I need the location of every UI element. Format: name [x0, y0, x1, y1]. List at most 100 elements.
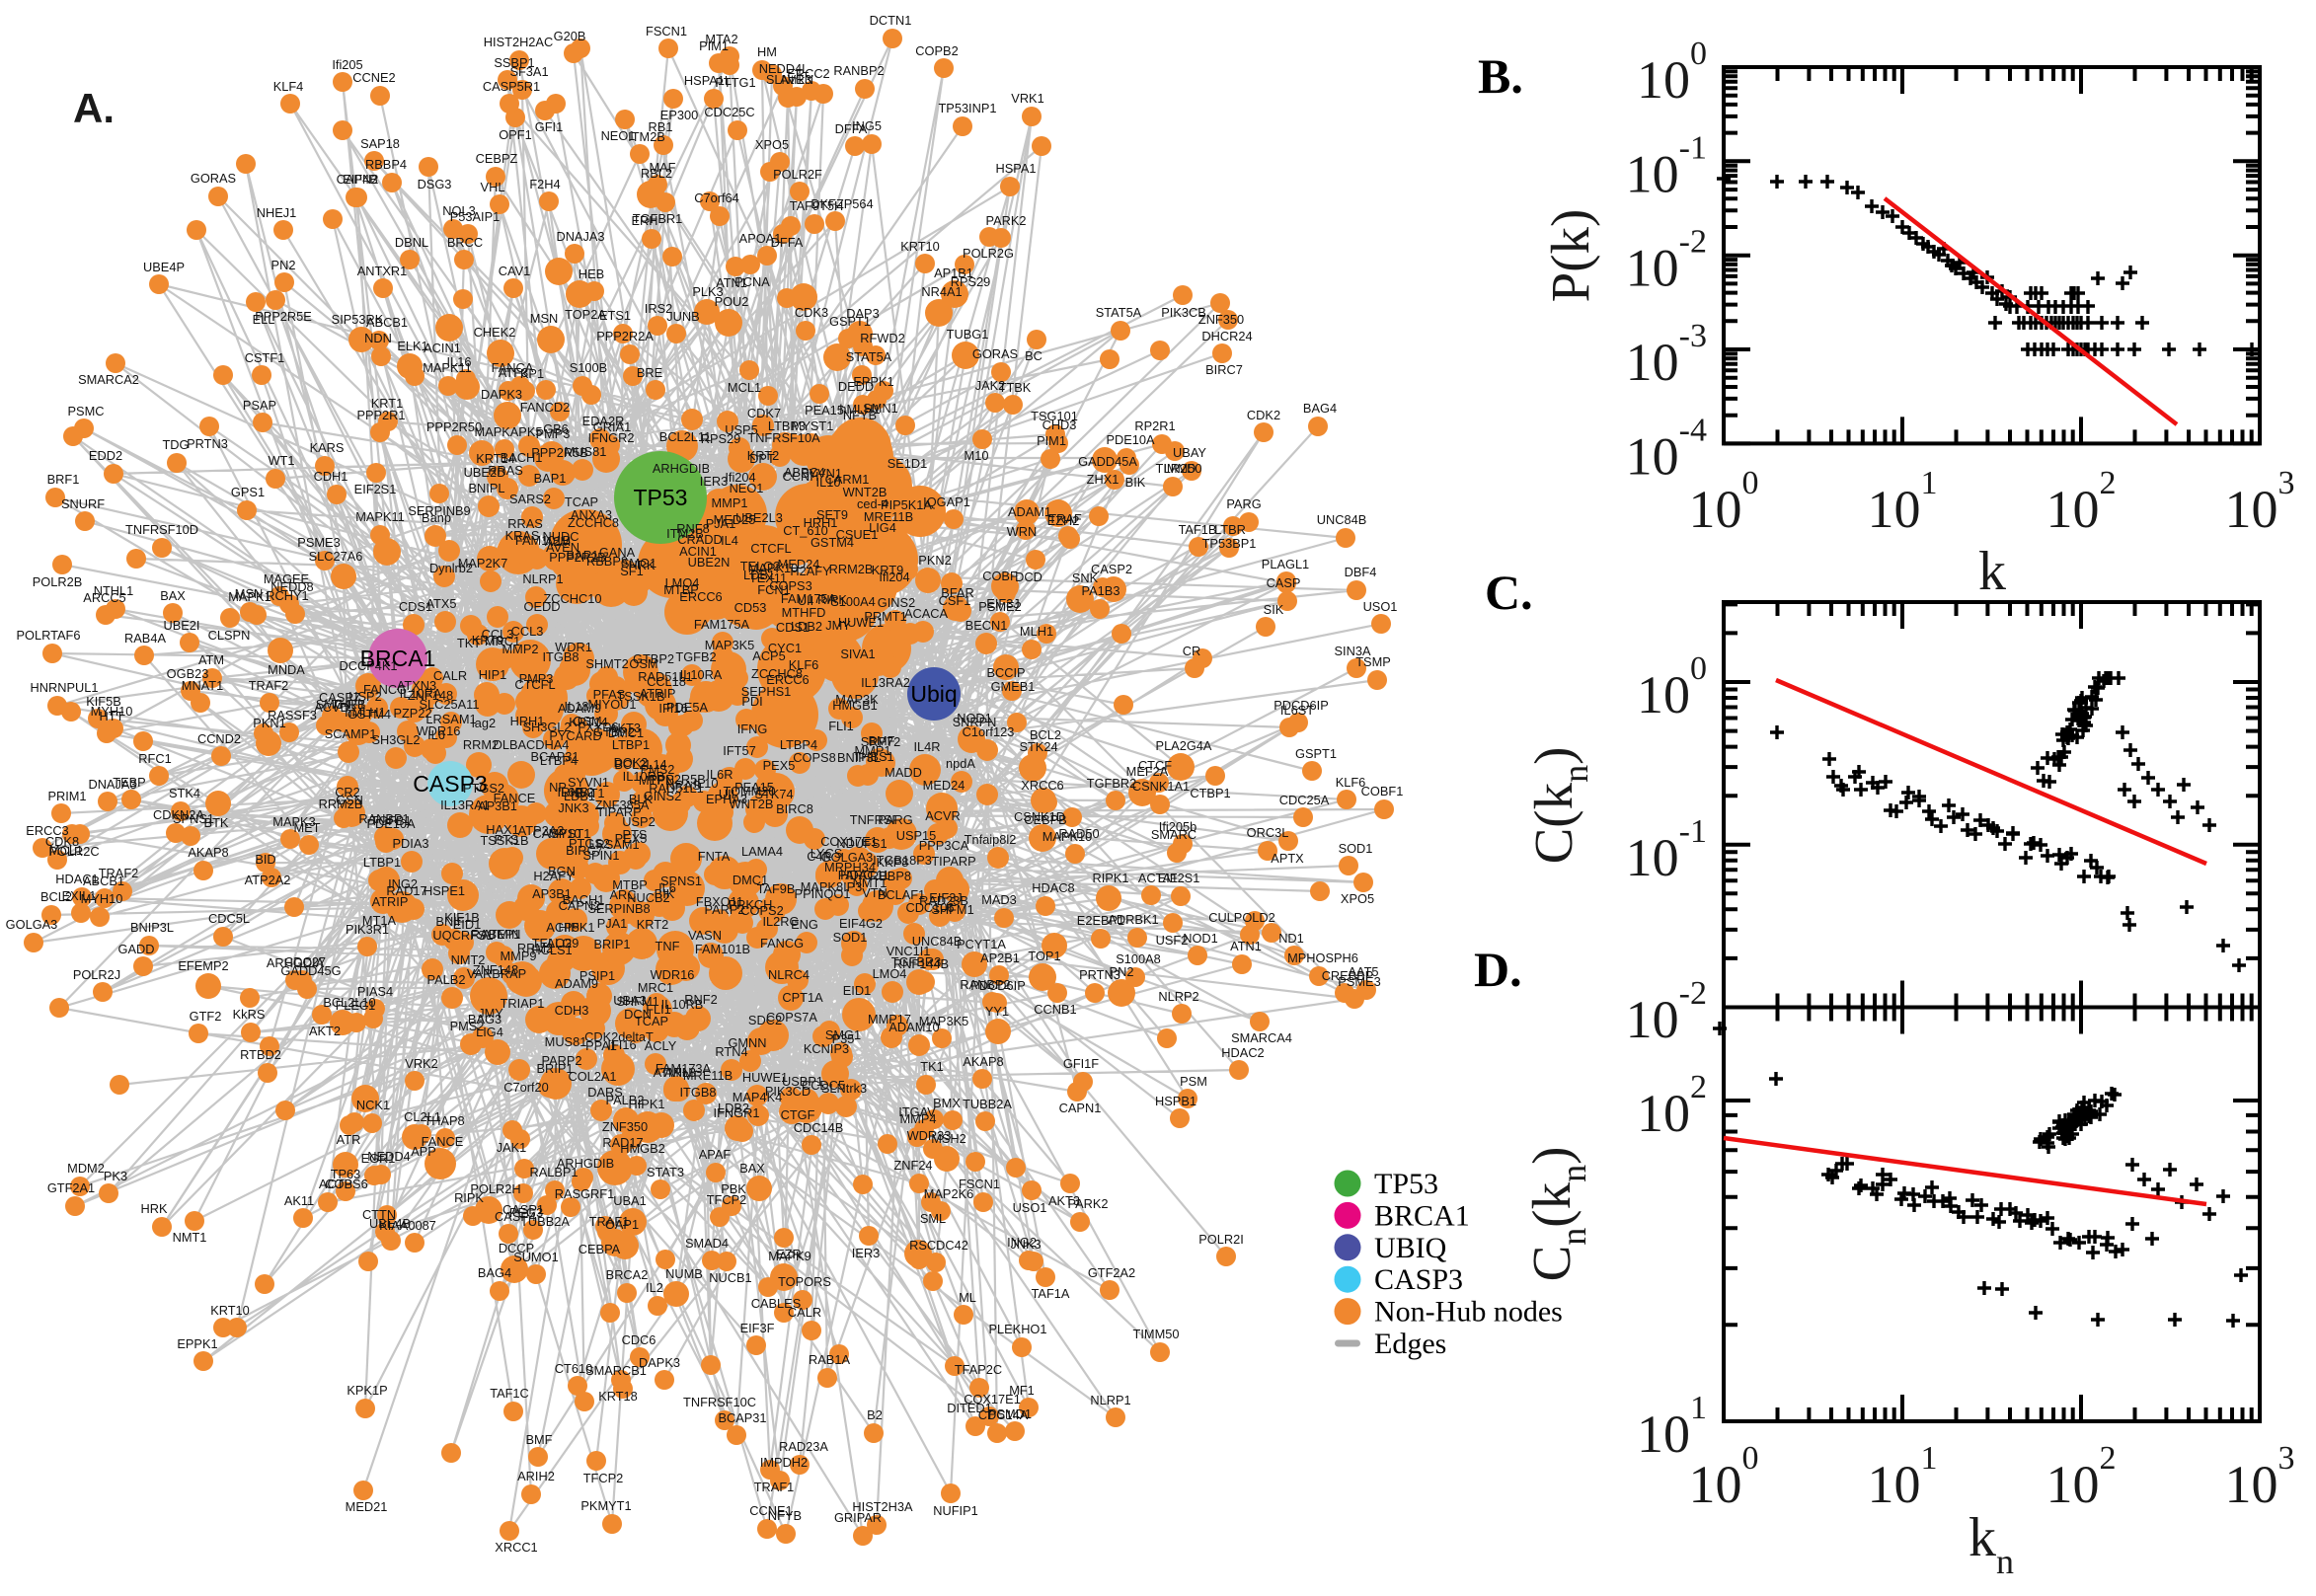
svg-text:RFC1: RFC1	[138, 751, 171, 766]
svg-text:UBE2L3: UBE2L3	[735, 510, 783, 525]
svg-text:BIK: BIK	[655, 886, 675, 901]
svg-text:UBE4P: UBE4P	[143, 260, 185, 274]
svg-text:P(k): P(k)	[1540, 209, 1600, 303]
svg-text:NUDC: NUDC	[543, 529, 579, 544]
svg-text:TIPARP: TIPARP	[596, 804, 641, 819]
svg-text:COPS2: COPS2	[740, 903, 783, 918]
svg-text:TIMM50: TIMM50	[1133, 1327, 1180, 1341]
svg-text:POLRTAF6: POLRTAF6	[17, 628, 81, 643]
svg-text:ITM2B: ITM2B	[628, 129, 665, 144]
svg-text:OAP1: OAP1	[605, 1217, 639, 1232]
svg-text:ATRIP: ATRIP	[372, 894, 409, 909]
svg-text:CDC25A: CDC25A	[1279, 793, 1330, 807]
svg-text:TAF9T5H: TAF9T5H	[790, 198, 844, 213]
svg-text:EZR: EZR	[776, 1247, 802, 1261]
svg-text:CEBPA: CEBPA	[579, 1242, 621, 1256]
svg-text:SARS2: SARS2	[509, 492, 551, 506]
svg-text:GINS2: GINS2	[878, 595, 915, 610]
svg-text:IFT57: IFT57	[723, 743, 755, 758]
svg-text:A2M: A2M	[545, 534, 571, 549]
svg-text:NEO1: NEO1	[601, 128, 636, 143]
svg-text:ZHX1: ZHX1	[1087, 472, 1119, 487]
svg-text:JNK3: JNK3	[558, 800, 588, 815]
svg-text:SMAD4: SMAD4	[685, 1236, 729, 1251]
svg-text:RANBP2: RANBP2	[960, 977, 1010, 992]
svg-text:RPS29: RPS29	[701, 431, 741, 446]
svg-text:BRCA2: BRCA2	[606, 1267, 649, 1282]
svg-text:SRP72: SRP72	[861, 734, 901, 749]
svg-text:CULPOLD2: CULPOLD2	[1208, 910, 1275, 925]
svg-text:ARL3: ARL3	[664, 1065, 696, 1080]
svg-text:GSTM4: GSTM4	[347, 707, 391, 722]
svg-text:BIRC8: BIRC8	[776, 801, 813, 816]
svg-text:GTF2A1: GTF2A1	[47, 1180, 95, 1195]
svg-text:IL6R: IL6R	[557, 785, 583, 799]
svg-text:DPT: DPT	[749, 451, 775, 466]
svg-text:ABCB1: ABCB1	[83, 874, 124, 888]
svg-text:MED25: MED25	[714, 512, 756, 527]
svg-text:SET9: SET9	[816, 507, 848, 522]
svg-text:BIRC7: BIRC7	[566, 843, 603, 858]
svg-text:GADD45A: GADD45A	[1078, 454, 1137, 469]
svg-text:LDB2: LDB2	[718, 1101, 749, 1115]
svg-text:VASN: VASN	[688, 928, 722, 943]
svg-text:GSPT1: GSPT1	[829, 314, 871, 329]
svg-text:NFYB: NFYB	[843, 408, 877, 422]
svg-text:ATN1: ATN1	[716, 275, 747, 290]
svg-text:PDE10A: PDE10A	[366, 816, 416, 831]
svg-text:ACP5: ACP5	[546, 920, 579, 935]
svg-text:NDN: NDN	[364, 331, 392, 345]
svg-text:E2EBP1: E2EBP1	[1077, 913, 1124, 928]
svg-text:JMY: JMY	[825, 618, 851, 633]
svg-text:IER3: IER3	[852, 1246, 880, 1260]
svg-text:CDH1: CDH1	[314, 469, 348, 484]
svg-text:ITGB8: ITGB8	[680, 1085, 717, 1100]
svg-text:FAM101B: FAM101B	[695, 942, 750, 956]
svg-text:PRMT1: PRMT1	[864, 609, 906, 624]
svg-text:ETS1: ETS1	[599, 308, 631, 323]
svg-text:B.: B.	[1478, 48, 1523, 104]
svg-text:SAP18: SAP18	[360, 136, 400, 151]
svg-text:HDAC11: HDAC11	[840, 868, 889, 882]
svg-text:CDC14A: CDC14A	[978, 1407, 1029, 1422]
svg-text:SHFM1: SHFM1	[931, 902, 973, 917]
svg-text:KRT18: KRT18	[598, 1389, 638, 1404]
svg-text:EID1: EID1	[453, 917, 481, 932]
svg-text:LR2D: LR2D	[1164, 461, 1197, 476]
svg-text:BRIP1: BRIP1	[537, 1061, 574, 1076]
svg-text:KLF6: KLF6	[789, 657, 819, 672]
svg-text:RRM2: RRM2	[517, 941, 553, 955]
svg-text:IL13RA2: IL13RA2	[861, 675, 910, 690]
svg-text:IFNGR2: IFNGR2	[588, 430, 635, 445]
svg-text:Non-Hub nodes: Non-Hub nodes	[1374, 1296, 1563, 1329]
svg-text:ITM2B: ITM2B	[666, 526, 704, 541]
svg-text:CTGF: CTGF	[781, 1107, 815, 1122]
svg-text:CD53: CD53	[734, 600, 767, 615]
svg-text:PTGS2: PTGS2	[569, 836, 610, 851]
svg-text:TUBB2A: TUBB2A	[520, 1214, 570, 1229]
svg-text:GOLGA3: GOLGA3	[6, 917, 58, 932]
svg-text:DCD: DCD	[1015, 570, 1042, 584]
svg-text:MAPK10: MAPK10	[1042, 829, 1093, 844]
svg-text:STAT5A: STAT5A	[846, 349, 892, 364]
svg-text:C7orf20: C7orf20	[503, 1080, 549, 1095]
svg-text:ML: ML	[959, 1290, 976, 1305]
svg-text:RIPK: RIPK	[817, 592, 847, 607]
svg-text:EPPK1: EPPK1	[177, 1336, 217, 1351]
svg-text:ZNF350: ZNF350	[1198, 312, 1244, 327]
svg-text:NLRP2: NLRP2	[1158, 989, 1198, 1004]
svg-text:BFAR: BFAR	[941, 585, 973, 600]
svg-text:BRE: BRE	[637, 365, 662, 380]
svg-text:CDC6: CDC6	[622, 1332, 656, 1347]
svg-text:RAB1A: RAB1A	[809, 1352, 850, 1367]
svg-text:SERPINB8: SERPINB8	[587, 901, 650, 916]
svg-text:SIK: SIK	[1264, 602, 1284, 617]
svg-text:CALR: CALR	[433, 668, 467, 683]
svg-text:KLF6: KLF6	[1336, 775, 1366, 790]
svg-text:EPPK1: EPPK1	[853, 374, 893, 389]
svg-text:C.: C.	[1485, 565, 1533, 620]
svg-text:ZCCHC10: ZCCHC10	[543, 591, 601, 606]
svg-text:USO1: USO1	[1013, 1200, 1047, 1215]
svg-text:COPS8: COPS8	[793, 750, 835, 765]
svg-text:FANCE: FANCE	[494, 791, 536, 805]
